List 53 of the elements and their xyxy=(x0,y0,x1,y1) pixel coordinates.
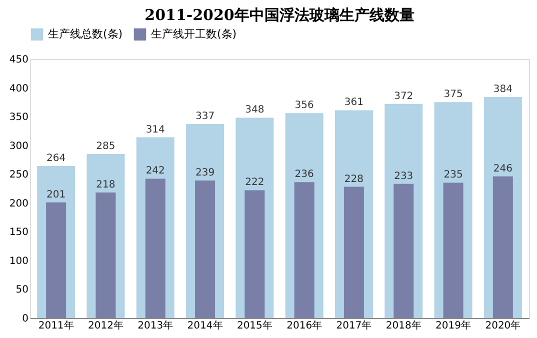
x-tick-label: 2014年 xyxy=(187,320,223,332)
data-label: 285 xyxy=(96,140,116,152)
bar xyxy=(294,182,314,318)
bar xyxy=(394,184,414,318)
y-tick-label: 0 xyxy=(22,314,28,324)
x-tick-label: 2019年 xyxy=(436,320,472,332)
data-label: 233 xyxy=(394,170,414,182)
bar xyxy=(145,178,166,318)
bar xyxy=(492,176,513,318)
bar xyxy=(46,202,66,318)
x-tick-label: 2020年 xyxy=(485,320,521,332)
data-label: 236 xyxy=(294,169,314,180)
legend-label: 生产线开工数(条) xyxy=(151,27,237,40)
data-label: 242 xyxy=(146,166,165,177)
data-label: 356 xyxy=(294,100,314,112)
y-tick-label: 50 xyxy=(16,284,28,296)
data-label: 384 xyxy=(493,84,512,95)
x-tick-label: 2015年 xyxy=(236,320,272,332)
y-tick-label: 350 xyxy=(9,112,28,124)
legend-label: 生产线总数(条) xyxy=(48,27,123,40)
data-label: 246 xyxy=(493,163,512,174)
data-label: 372 xyxy=(394,90,414,102)
data-label: 228 xyxy=(344,174,364,185)
y-tick-label: 450 xyxy=(9,54,28,66)
bar xyxy=(443,182,464,318)
bar xyxy=(244,190,265,318)
y-tick-label: 250 xyxy=(9,170,28,181)
bar xyxy=(344,186,364,318)
data-label: 218 xyxy=(96,180,116,191)
data-label: 239 xyxy=(195,167,215,178)
y-tick-label: 400 xyxy=(9,83,28,94)
y-tick-label: 100 xyxy=(9,256,28,267)
bar xyxy=(195,180,216,318)
data-label: 337 xyxy=(195,111,215,122)
data-label: 235 xyxy=(444,170,463,181)
data-label: 375 xyxy=(444,89,463,100)
x-tick-label: 2017年 xyxy=(336,320,372,332)
data-label: 348 xyxy=(245,104,264,116)
x-tick-label: 2018年 xyxy=(386,320,422,332)
bar xyxy=(96,192,116,318)
y-tick-label: 300 xyxy=(9,140,28,152)
y-tick-label: 200 xyxy=(9,198,28,210)
data-label: 222 xyxy=(245,177,264,188)
x-tick-label: 2011年 xyxy=(38,320,74,332)
x-tick-label: 2012年 xyxy=(88,320,124,332)
chart-title: 2011-2020年中国浮法玻璃生产线数量 xyxy=(144,6,414,24)
x-tick-label: 2013年 xyxy=(138,320,174,332)
data-label: 264 xyxy=(46,153,66,164)
data-label: 201 xyxy=(46,189,66,200)
x-tick-label: 2016年 xyxy=(286,320,322,332)
data-label: 314 xyxy=(146,124,165,136)
data-label: 361 xyxy=(344,97,364,108)
y-tick-label: 150 xyxy=(9,227,28,238)
